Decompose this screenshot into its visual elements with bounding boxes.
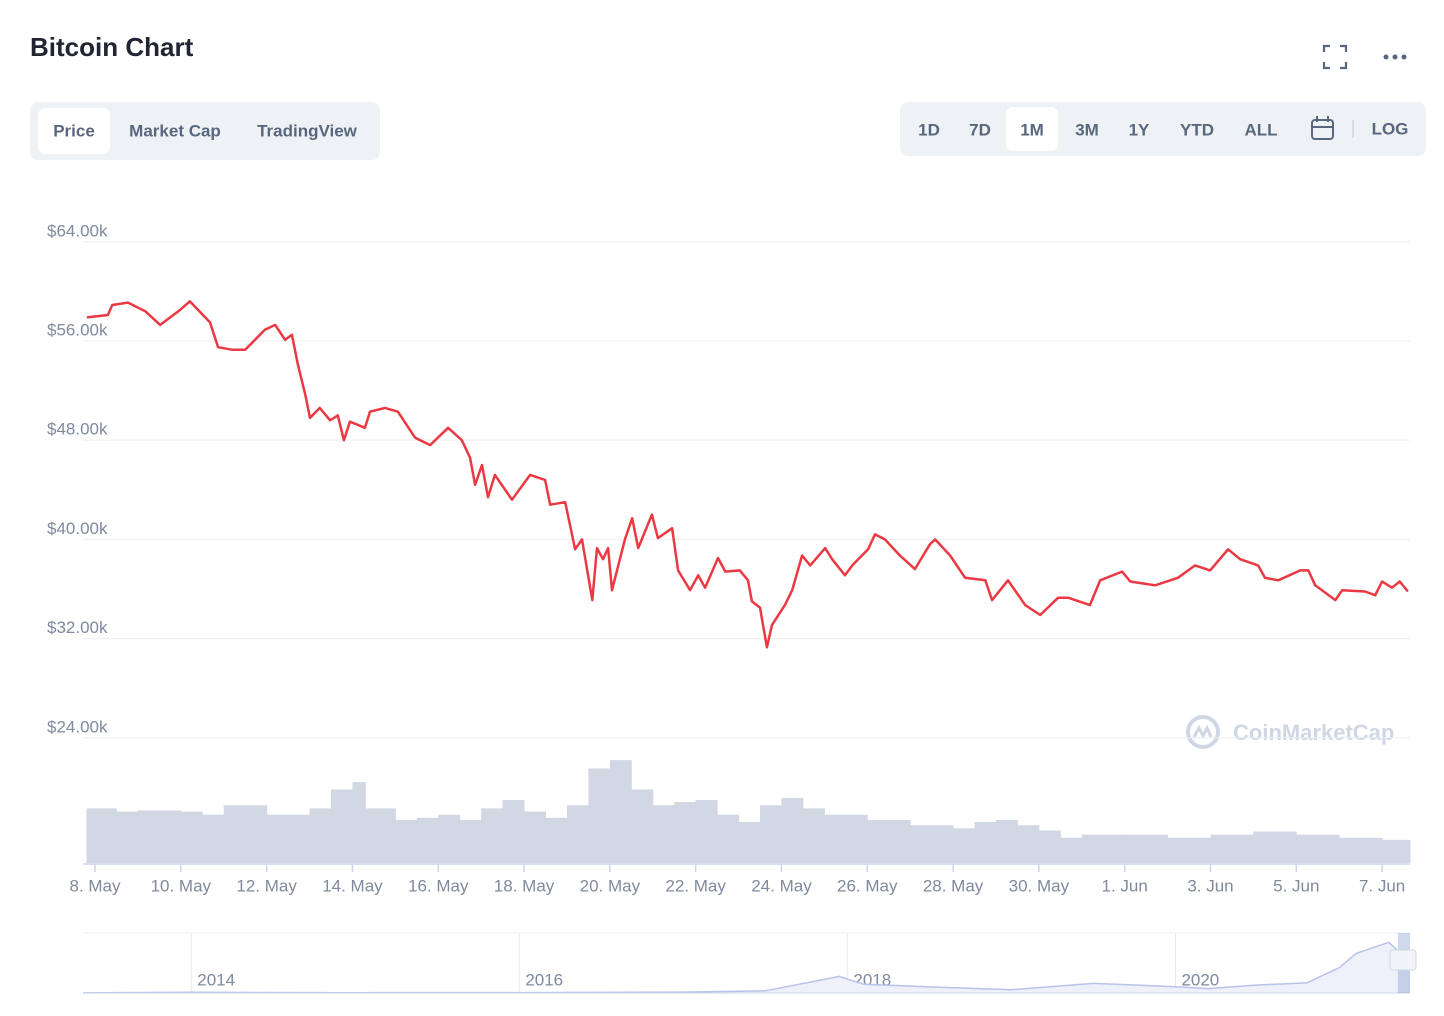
- x-tick-label: 30. May: [1009, 876, 1070, 895]
- volume-bar: [502, 800, 525, 863]
- navigator-area: [83, 942, 1410, 993]
- volume-bar: [717, 814, 740, 863]
- volume-bar: [1060, 837, 1083, 863]
- volume-bar: [1167, 837, 1211, 863]
- volume-bar: [266, 814, 311, 863]
- x-tick-label: 14. May: [322, 876, 383, 895]
- volume-bar: [566, 805, 589, 863]
- x-tick-label: 3. Jun: [1187, 876, 1233, 895]
- volume-bar: [695, 800, 718, 863]
- volume-bar: [588, 768, 611, 863]
- x-tick-label: 7. Jun: [1359, 876, 1405, 895]
- range-selected-bg: [1006, 107, 1058, 151]
- range-button[interactable]: ALL: [1244, 120, 1277, 139]
- price-line: [86, 300, 1409, 649]
- x-tick-label: 18. May: [494, 876, 555, 895]
- volume-bar: [609, 760, 632, 863]
- volume-bar: [352, 782, 366, 863]
- volume-bar: [1124, 834, 1169, 863]
- volume-bar: [223, 805, 268, 863]
- volume-bar: [86, 808, 117, 863]
- volume-bar: [974, 822, 997, 863]
- x-tick-label: 26. May: [837, 876, 898, 895]
- volume-bar: [481, 808, 504, 863]
- navigator-tick-label: 2020: [1181, 970, 1219, 989]
- volume-bar: [438, 814, 461, 863]
- x-tick-label: 16. May: [408, 876, 469, 895]
- calendar-icon[interactable]: [1311, 116, 1334, 140]
- volume-bar: [1382, 839, 1411, 863]
- x-tick-label: 5. Jun: [1273, 876, 1319, 895]
- navigator-tick-label: 2014: [197, 970, 235, 989]
- volume-bar: [760, 805, 782, 863]
- y-tick-label: $56.00k: [47, 320, 108, 339]
- volume-bar: [1081, 834, 1126, 863]
- tab[interactable]: Market Cap: [129, 121, 221, 140]
- navigator-handle[interactable]: [1389, 949, 1417, 971]
- volume-bar: [202, 814, 225, 863]
- volume-bar: [802, 808, 825, 863]
- volume-bar: [1253, 831, 1297, 863]
- x-tick-label: 1. Jun: [1102, 876, 1148, 895]
- range-button[interactable]: 3M: [1075, 120, 1099, 139]
- volume-bar: [309, 808, 332, 863]
- volume-bar: [180, 811, 203, 863]
- y-tick-label: $32.00k: [47, 618, 108, 637]
- volume-bar: [1339, 837, 1383, 863]
- volume-bar: [867, 819, 911, 863]
- x-tick-label: 22. May: [665, 876, 726, 895]
- range-button[interactable]: 7D: [969, 120, 991, 139]
- x-tick-label: 8. May: [69, 876, 121, 895]
- watermark-text: CoinMarketCap: [1233, 720, 1394, 745]
- volume-bar: [416, 817, 439, 863]
- watermark: CoinMarketCap: [1186, 715, 1394, 749]
- log-toggle[interactable]: LOG: [1372, 119, 1409, 138]
- chart-title: Bitcoin Chart: [30, 32, 194, 62]
- volume-bar: [781, 797, 804, 863]
- volume-bar: [910, 825, 954, 863]
- volume-bar: [674, 802, 697, 863]
- volume-bar: [524, 811, 546, 863]
- tab-group: [30, 102, 380, 160]
- volume-bar: [365, 808, 396, 863]
- range-button[interactable]: YTD: [1180, 120, 1214, 139]
- y-tick-label: $48.00k: [47, 420, 108, 439]
- volume-bar: [824, 814, 868, 863]
- tab-selected-bg: [38, 108, 110, 154]
- x-tick-label: 24. May: [751, 876, 812, 895]
- volume-bar: [1296, 834, 1340, 863]
- volume-bar: [738, 822, 761, 863]
- x-tick-label: 10. May: [151, 876, 212, 895]
- y-tick-label: $64.00k: [47, 221, 108, 240]
- navigator-tick-label: 2016: [525, 970, 563, 989]
- volume-bar: [631, 789, 654, 863]
- volume-bar: [652, 805, 675, 863]
- volume-bar: [116, 811, 139, 863]
- range-button[interactable]: 1D: [918, 120, 940, 139]
- x-tick-label: 20. May: [580, 876, 641, 895]
- range-button[interactable]: 1M: [1020, 120, 1044, 139]
- volume-bar: [330, 789, 353, 863]
- y-tick-label: $24.00k: [47, 717, 108, 736]
- more-icon[interactable]: [1383, 54, 1407, 60]
- volume-bar: [459, 819, 482, 863]
- x-tick-label: 12. May: [236, 876, 297, 895]
- fullscreen-icon[interactable]: [1322, 44, 1348, 70]
- volume-bar: [953, 828, 976, 863]
- volume-bar: [137, 810, 182, 863]
- volume-bar: [1038, 830, 1061, 863]
- tab[interactable]: TradingView: [257, 121, 358, 140]
- range-button[interactable]: 1Y: [1129, 120, 1150, 139]
- y-tick-label: $40.00k: [47, 519, 108, 538]
- x-tick-label: 28. May: [923, 876, 984, 895]
- volume-bar: [1017, 825, 1040, 863]
- volume-bar: [1210, 834, 1254, 863]
- tab[interactable]: Price: [53, 121, 95, 140]
- volume-bar: [545, 817, 568, 863]
- volume-bar: [995, 819, 1018, 863]
- volume-bar: [395, 819, 418, 863]
